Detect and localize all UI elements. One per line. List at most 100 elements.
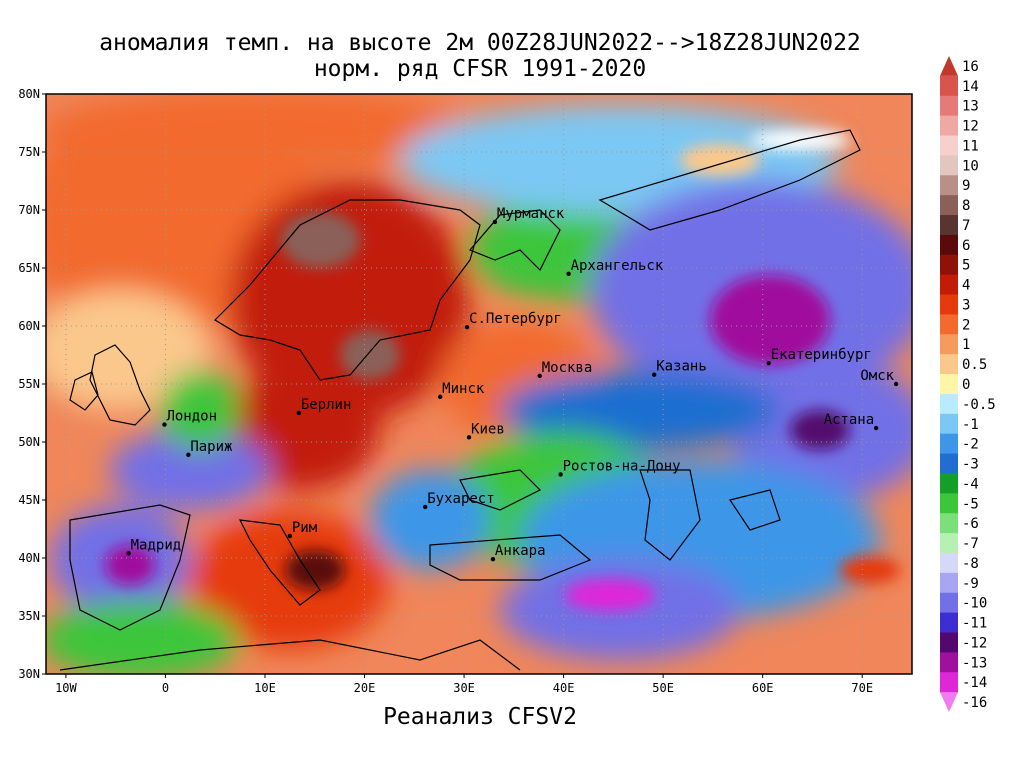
legend-swatch — [940, 95, 958, 117]
lon-tick-label: 40E — [553, 681, 575, 695]
legend-swatch — [940, 533, 958, 554]
lon-tick-label: 10W — [55, 681, 77, 695]
city-label: Астана — [824, 412, 875, 428]
legend-swatch — [940, 493, 958, 514]
city-marker — [296, 410, 302, 416]
lon-tick-label: 50E — [652, 681, 674, 695]
legend-swatch — [940, 215, 958, 236]
city-marker — [651, 372, 657, 377]
city-marker — [537, 373, 542, 379]
legend-label: -6 — [962, 516, 979, 532]
city-marker — [873, 425, 879, 431]
city-label: Рим — [292, 520, 318, 536]
legend-swatch — [940, 115, 958, 137]
city-label: Мурманск — [497, 206, 565, 222]
legend-label: 2 — [962, 317, 970, 333]
lon-tick-label: 30E — [453, 681, 475, 695]
lat-tick-label: 30N — [18, 667, 40, 681]
city-marker — [490, 556, 496, 562]
legend-label: -2 — [962, 437, 979, 453]
legend-label: 0.5 — [962, 357, 987, 373]
legend-label: 9 — [962, 178, 970, 194]
lat-tick-label: 45N — [18, 493, 40, 507]
legend-label: -7 — [962, 536, 979, 552]
city-marker — [558, 472, 563, 477]
lat-tick-label: 65N — [18, 261, 40, 275]
city-label: Берлин — [301, 397, 352, 413]
footer-caption: Реанализ CFSV2 — [383, 704, 577, 730]
legend-label: -4 — [962, 476, 979, 492]
legend-swatch — [940, 672, 958, 693]
city-marker — [766, 360, 771, 366]
legend-swatch — [940, 155, 958, 176]
lon-tick-label: 70E — [851, 681, 873, 695]
city-marker — [893, 381, 899, 387]
legend-swatch — [940, 612, 958, 633]
legend-swatch — [940, 294, 958, 315]
legend-label: 11 — [962, 138, 979, 154]
anomaly-field — [46, 94, 912, 674]
legend-label: -8 — [962, 556, 979, 572]
legend-label: -5 — [962, 496, 979, 512]
legend-swatch — [940, 334, 958, 355]
city-label: Москва — [542, 360, 593, 376]
city-marker — [464, 324, 470, 330]
legend-swatch — [940, 413, 958, 435]
city-label: Омск — [860, 368, 894, 384]
city-label: Минск — [442, 381, 485, 397]
city-label: Лондон — [166, 409, 217, 425]
lon-tick-label: 60E — [752, 681, 774, 695]
city-label: Париж — [190, 439, 233, 455]
legend-swatch — [940, 572, 958, 594]
lat-tick-label: 80N — [18, 87, 40, 101]
city-label: Киев — [471, 421, 505, 437]
legend-label: 10 — [962, 158, 979, 174]
lat-tick-label: 35N — [18, 609, 40, 623]
legend-swatch — [940, 175, 958, 196]
city-label: Архангельск — [571, 258, 664, 274]
map-subtitle: норм. ряд CFSR 1991-2020 — [313, 56, 647, 82]
city-labels: Мурманск Архангельск С.Петербург Москва Каза… — [126, 206, 899, 562]
legend-swatch — [940, 56, 958, 76]
legend-label: 12 — [962, 119, 979, 135]
legend-swatch — [940, 75, 958, 97]
city-label: Казань — [656, 359, 707, 375]
legend-label: -10 — [962, 596, 987, 612]
city-marker — [437, 394, 443, 399]
legend-swatch — [940, 453, 958, 474]
city-marker — [126, 551, 131, 556]
legend-label: 13 — [962, 99, 979, 115]
lon-tick-label: 0 — [162, 681, 169, 695]
city-label: С.Петербург — [469, 311, 562, 327]
legend-swatch — [940, 652, 958, 673]
city-label: Анкара — [495, 543, 546, 559]
legend-label: -12 — [962, 635, 987, 651]
legend-label: -1 — [962, 417, 979, 433]
legend-label: -11 — [962, 616, 987, 632]
city-marker — [566, 271, 571, 276]
city-label: Екатеринбург — [771, 347, 872, 363]
legend-label: -13 — [962, 655, 987, 671]
legend-swatch — [940, 552, 958, 574]
legend-swatch — [940, 433, 958, 455]
legend-swatch — [940, 234, 958, 256]
legend-swatch — [940, 314, 958, 335]
legend-label: 0 — [962, 377, 970, 393]
city-marker — [287, 533, 293, 539]
lat-tick-label: 50N — [18, 435, 40, 449]
coastlines — [59, 129, 861, 671]
legend-label: 1 — [962, 337, 970, 353]
legend-label: -16 — [962, 695, 987, 711]
legend-swatch — [940, 473, 958, 494]
lat-tick-label: 60N — [18, 319, 40, 333]
city-marker — [162, 422, 167, 427]
legend-label: 7 — [962, 218, 970, 234]
legend-label: -0.5 — [962, 397, 996, 413]
lon-tick-label: 10E — [254, 681, 276, 695]
legend-swatch — [940, 195, 958, 216]
city-marker — [466, 435, 472, 440]
color-legend: 16 14 13 12 11 10 9 8 7 6 5 4 3 2 1 0.5 0 -0.5 -1 -2 -3 -4 -5 -… — [940, 56, 996, 712]
legend-swatch — [940, 632, 958, 653]
